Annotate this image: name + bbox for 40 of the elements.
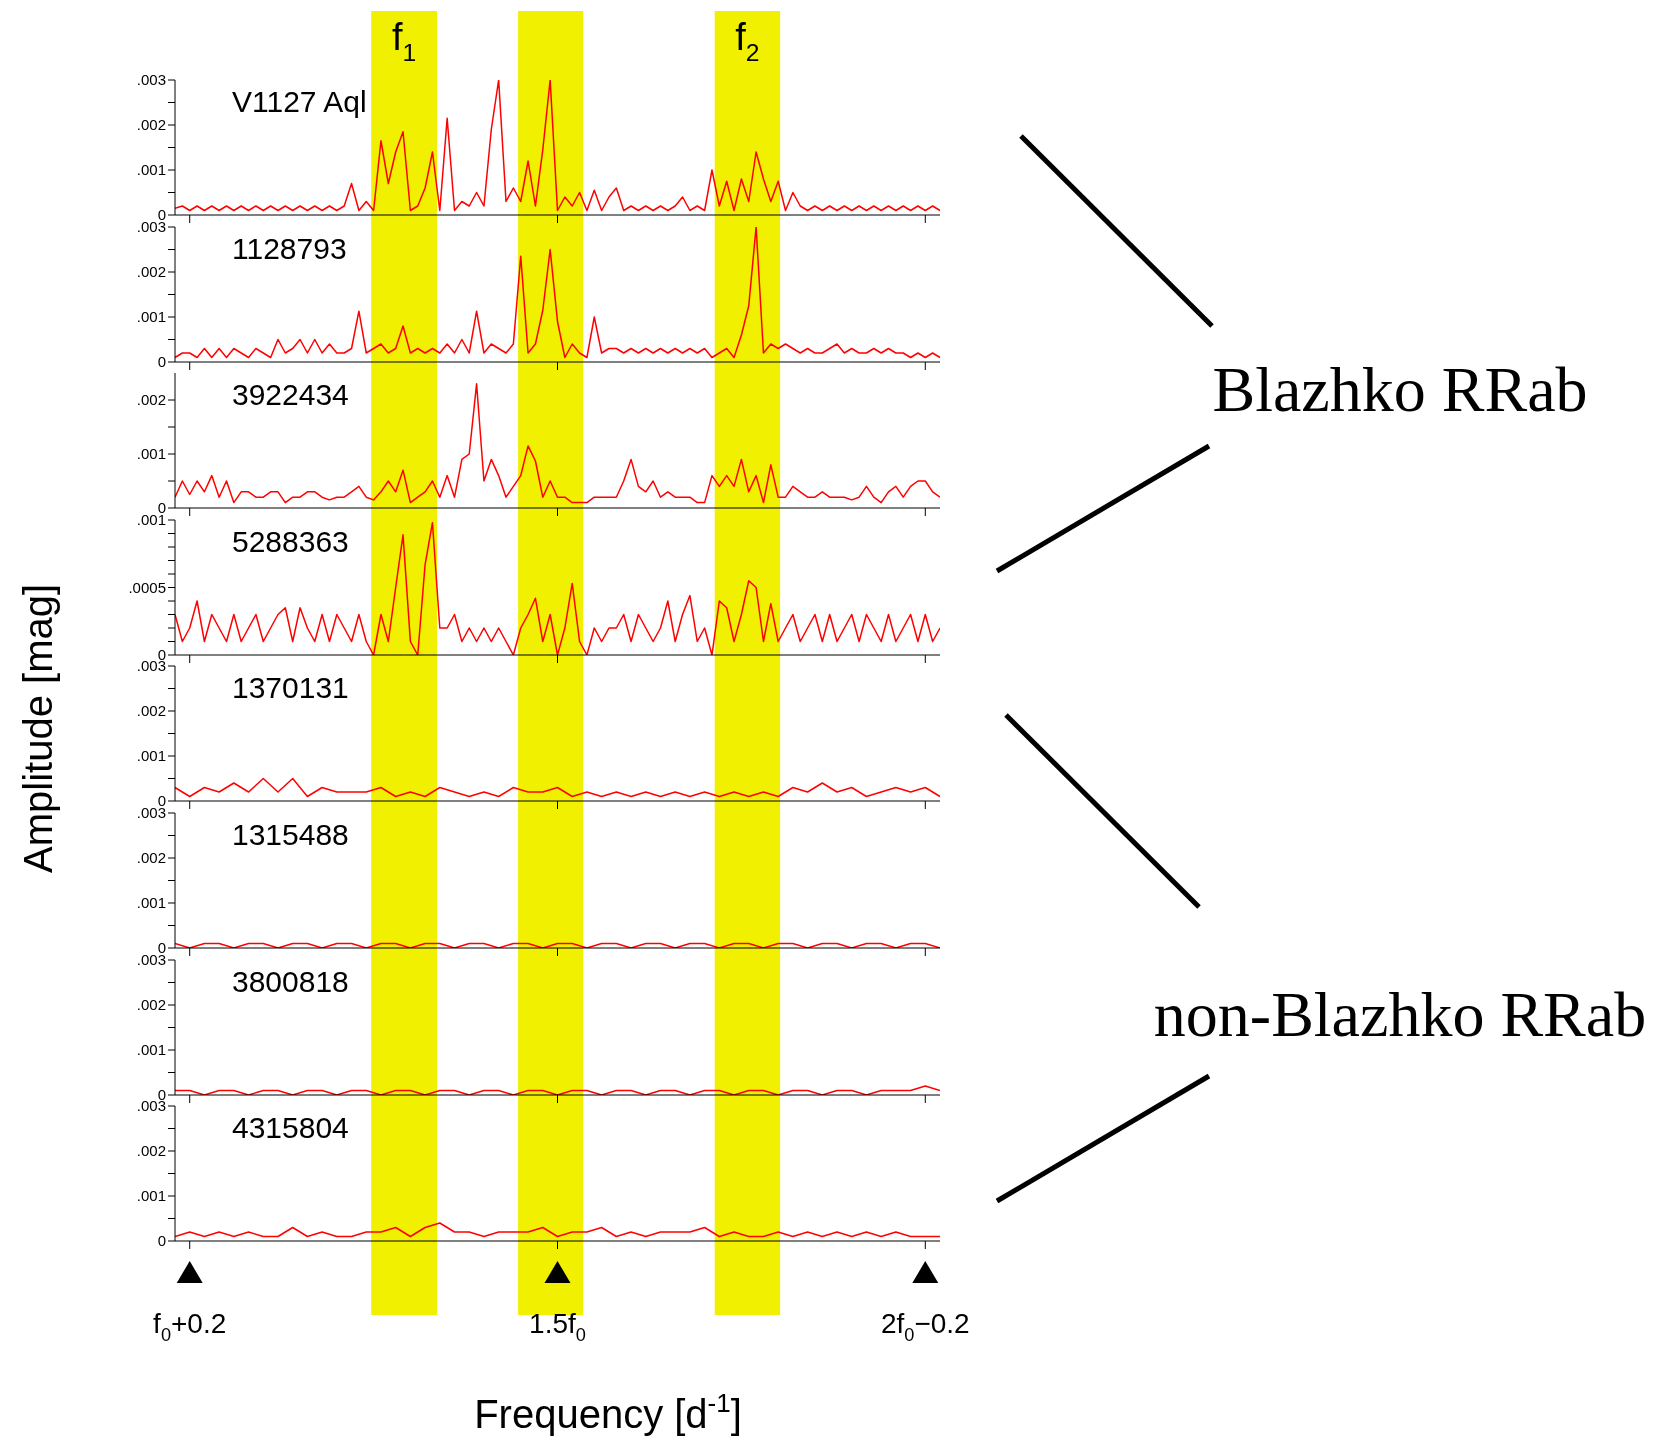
line-series: [175, 80, 940, 212]
chart-title: 5288363: [232, 524, 349, 558]
y-tick-label: .001: [136, 1040, 166, 1058]
y-tick-label: .001: [136, 445, 166, 463]
chart-title: 3922434: [232, 378, 349, 412]
x-tick-label: 1.5f$_{0}$: [529, 1308, 586, 1346]
y-tick-label: .001: [136, 747, 166, 765]
y-tick-label: .003: [136, 71, 166, 89]
y-tick-label: 0: [157, 352, 166, 370]
chart-title: 1315488: [232, 818, 349, 851]
chart-title: V1127 Aql: [232, 85, 367, 118]
x-tick-label: f$_{0}$+0.2: [153, 1308, 227, 1346]
chart-title: 3800818: [232, 964, 349, 998]
y-tick-label: .002: [136, 262, 166, 280]
y-tick-label: .002: [136, 849, 166, 867]
text: f$_{1}$: [391, 16, 417, 67]
line-series: [175, 226, 940, 358]
y-tick-label: .002: [136, 116, 166, 134]
y-tick-label: .001: [136, 894, 166, 912]
y-tick-label: .001: [136, 161, 166, 179]
y-tick-label: 0: [157, 1232, 166, 1250]
y-tick-label: .002: [136, 391, 166, 409]
chart-title: 4315804: [232, 1111, 349, 1145]
y-tick-label: .002: [136, 702, 166, 720]
line-series: [175, 1222, 940, 1238]
y-tick-label: .0005: [128, 578, 166, 596]
chart-title: 1128793: [232, 231, 347, 265]
text: Blazhko RRab: [1212, 354, 1588, 426]
y-tick-label: .001: [136, 1187, 166, 1205]
text: f$_{2}$: [735, 16, 760, 67]
y-axis-title: Amplitude [mag]: [16, 583, 60, 873]
y-tick-label: .002: [136, 1142, 166, 1160]
x-axis-title: Frequency [d$^{-1}$]: [474, 1388, 742, 1436]
line-series: [175, 383, 940, 504]
y-tick-label: .001: [136, 307, 166, 325]
x-tick-label: 2f$_{0}$−0.2: [880, 1308, 970, 1346]
text: non-Blazhko RRab: [1153, 978, 1647, 1050]
chart-title: 1370131: [232, 671, 349, 705]
line-series: [175, 778, 940, 798]
y-tick-label: .002: [136, 995, 166, 1013]
